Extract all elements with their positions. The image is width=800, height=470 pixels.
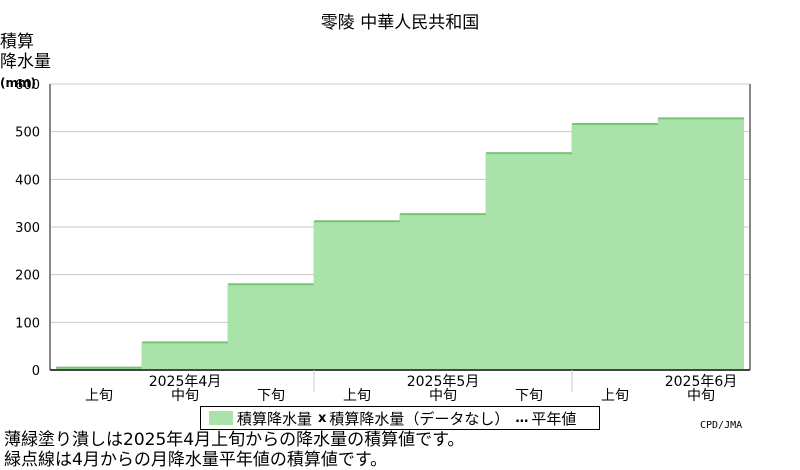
x-tick-label: 下旬 [515, 388, 543, 404]
x-tick-label: 上旬 [343, 388, 371, 404]
legend-normal-mark: … [515, 410, 529, 426]
area-fill [56, 118, 744, 370]
y-tick-label: 100 [15, 316, 40, 331]
legend-swatch-fill [209, 411, 233, 425]
x-tick-label: 中旬 [171, 388, 199, 404]
x-tick-label: 上旬 [601, 388, 629, 404]
note-line-2: 緑点線は4月からの月降水量平年値の積算値です。 [4, 450, 388, 470]
x-tick-label: 中旬 [429, 388, 457, 404]
y-axis-label: 降水量 [0, 52, 51, 72]
y-tick-label: 600 [15, 78, 40, 93]
legend-missing-mark: x [318, 410, 327, 426]
y-tick-label: 400 [15, 173, 40, 188]
y-tick-label: 0 [32, 364, 40, 379]
legend: 積算降水量 x 積算降水量（データなし） … 平年値 [200, 406, 600, 430]
y-tick-label: 500 [15, 126, 40, 141]
x-tick-label: 中旬 [687, 388, 715, 404]
note-line-1: 薄緑塗り潰しは2025年4月上旬からの降水量の積算値です。 [4, 430, 465, 450]
legend-normal-label: 平年値 [531, 409, 577, 428]
x-month-label: 2025年4月 [149, 374, 222, 390]
x-month-label: 2025年6月 [665, 374, 738, 390]
y-tick-label: 200 [15, 269, 40, 284]
x-month-label: 2025年5月 [407, 374, 480, 390]
x-tick-label: 下旬 [257, 388, 285, 404]
legend-missing-label: 積算降水量（データなし） [329, 409, 510, 428]
y-tick-label: 300 [15, 221, 40, 236]
legend-primary-label: 積算降水量 [237, 409, 313, 428]
x-tick-label: 上旬 [85, 388, 113, 404]
chart-title: 零陵 中華人民共和国 [321, 13, 479, 33]
y-axis-label: (mm) [0, 76, 36, 90]
credit: CPD/JMA [700, 420, 743, 431]
y-axis-label: 積算 [0, 32, 34, 52]
